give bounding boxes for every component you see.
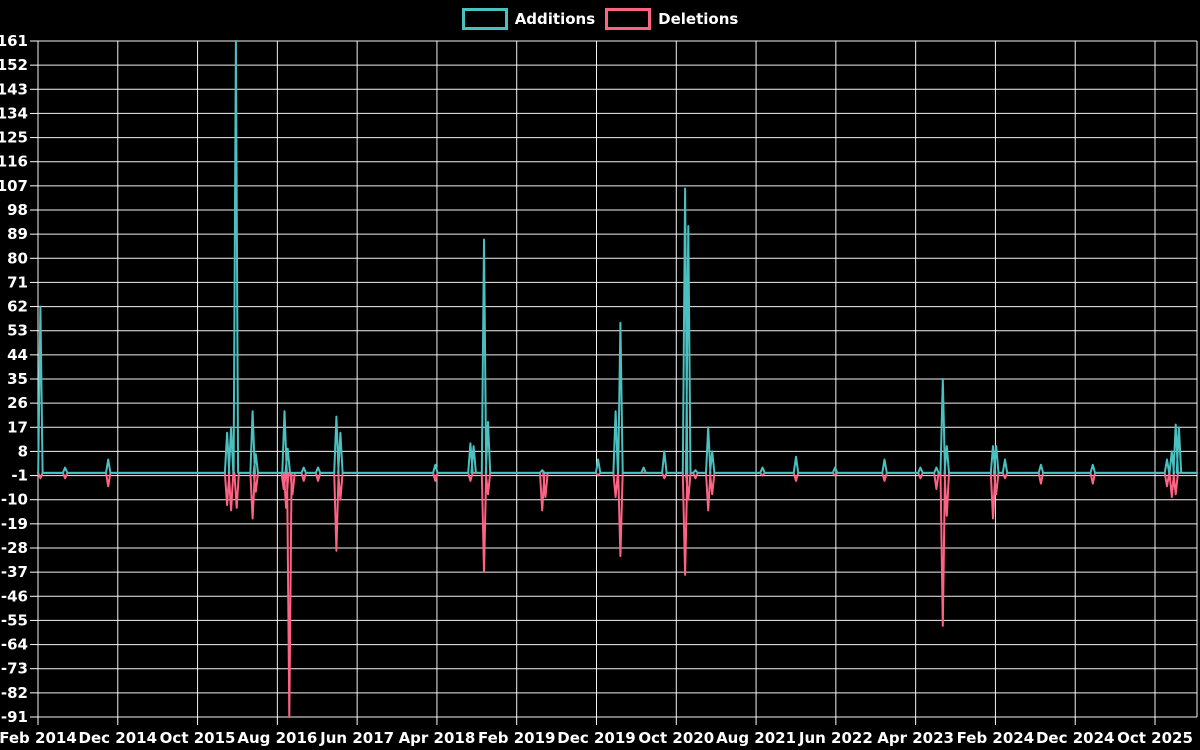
y-tick-label: 143 <box>0 80 28 98</box>
x-tick-label: Oct 2020 <box>638 729 714 747</box>
x-tick-label: Aug 2016 <box>237 729 317 747</box>
y-tick-label: -73 <box>1 660 28 678</box>
legend-label-deletions: Deletions <box>658 10 739 28</box>
legend-item-deletions[interactable]: Deletions <box>605 8 738 30</box>
y-tick-label: -19 <box>1 515 28 533</box>
legend-label-additions: Additions <box>514 10 596 28</box>
x-tick-label: Dec 2019 <box>557 729 636 747</box>
x-tick-label: Oct 2015 <box>160 729 236 747</box>
y-tick-label: 44 <box>7 346 28 364</box>
y-tick-label: 80 <box>7 249 28 267</box>
chart-legend: Additions Deletions <box>0 8 1200 30</box>
y-tick-label: 35 <box>7 370 28 388</box>
x-tick-label: Apr 2023 <box>877 729 954 747</box>
x-tick-label: Apr 2018 <box>399 729 476 747</box>
y-tick-label: -37 <box>1 563 28 581</box>
x-tick-label: Feb 2019 <box>478 729 556 747</box>
y-tick-label: 161 <box>0 32 28 50</box>
y-tick-label: 152 <box>0 56 28 74</box>
x-tick-label: Jun 2017 <box>319 729 394 747</box>
x-tick-label: Oct 2025 <box>1117 729 1193 747</box>
x-tick-label: Feb 2014 <box>0 729 77 747</box>
x-tick-label: Jun 2022 <box>798 729 873 747</box>
y-tick-label: 17 <box>7 418 28 436</box>
y-tick-label: 89 <box>7 225 28 243</box>
y-tick-label: -82 <box>1 684 28 702</box>
legend-swatch-deletions <box>605 8 652 30</box>
legend-swatch-additions <box>461 8 508 30</box>
series-line-deletions <box>37 471 1198 718</box>
y-tick-label: 116 <box>0 153 28 171</box>
y-tick-label: 107 <box>0 177 28 195</box>
x-tick-label: Aug 2021 <box>716 729 796 747</box>
y-tick-label: 98 <box>7 201 28 219</box>
y-tick-label: -55 <box>1 611 28 629</box>
y-tick-label: 62 <box>7 298 28 316</box>
y-tick-label: -46 <box>1 587 28 605</box>
series-line-additions <box>37 40 1198 474</box>
y-tick-label: -28 <box>1 539 28 557</box>
y-tick-label: 53 <box>7 322 28 340</box>
legend-item-additions[interactable]: Additions <box>461 8 596 30</box>
y-tick-label: -64 <box>1 636 28 654</box>
y-tick-label: 125 <box>0 129 28 147</box>
y-tick-label: -1 <box>11 467 28 485</box>
y-tick-label: -10 <box>1 491 28 509</box>
y-tick-label: 71 <box>7 273 28 291</box>
x-tick-label: Dec 2024 <box>1036 729 1115 747</box>
x-tick-label: Feb 2024 <box>957 729 1035 747</box>
y-tick-label: 134 <box>0 104 28 122</box>
y-tick-label: 8 <box>18 442 28 460</box>
y-tick-label: -91 <box>1 708 28 726</box>
x-tick-label: Dec 2014 <box>79 729 158 747</box>
y-tick-label: 26 <box>7 394 28 412</box>
